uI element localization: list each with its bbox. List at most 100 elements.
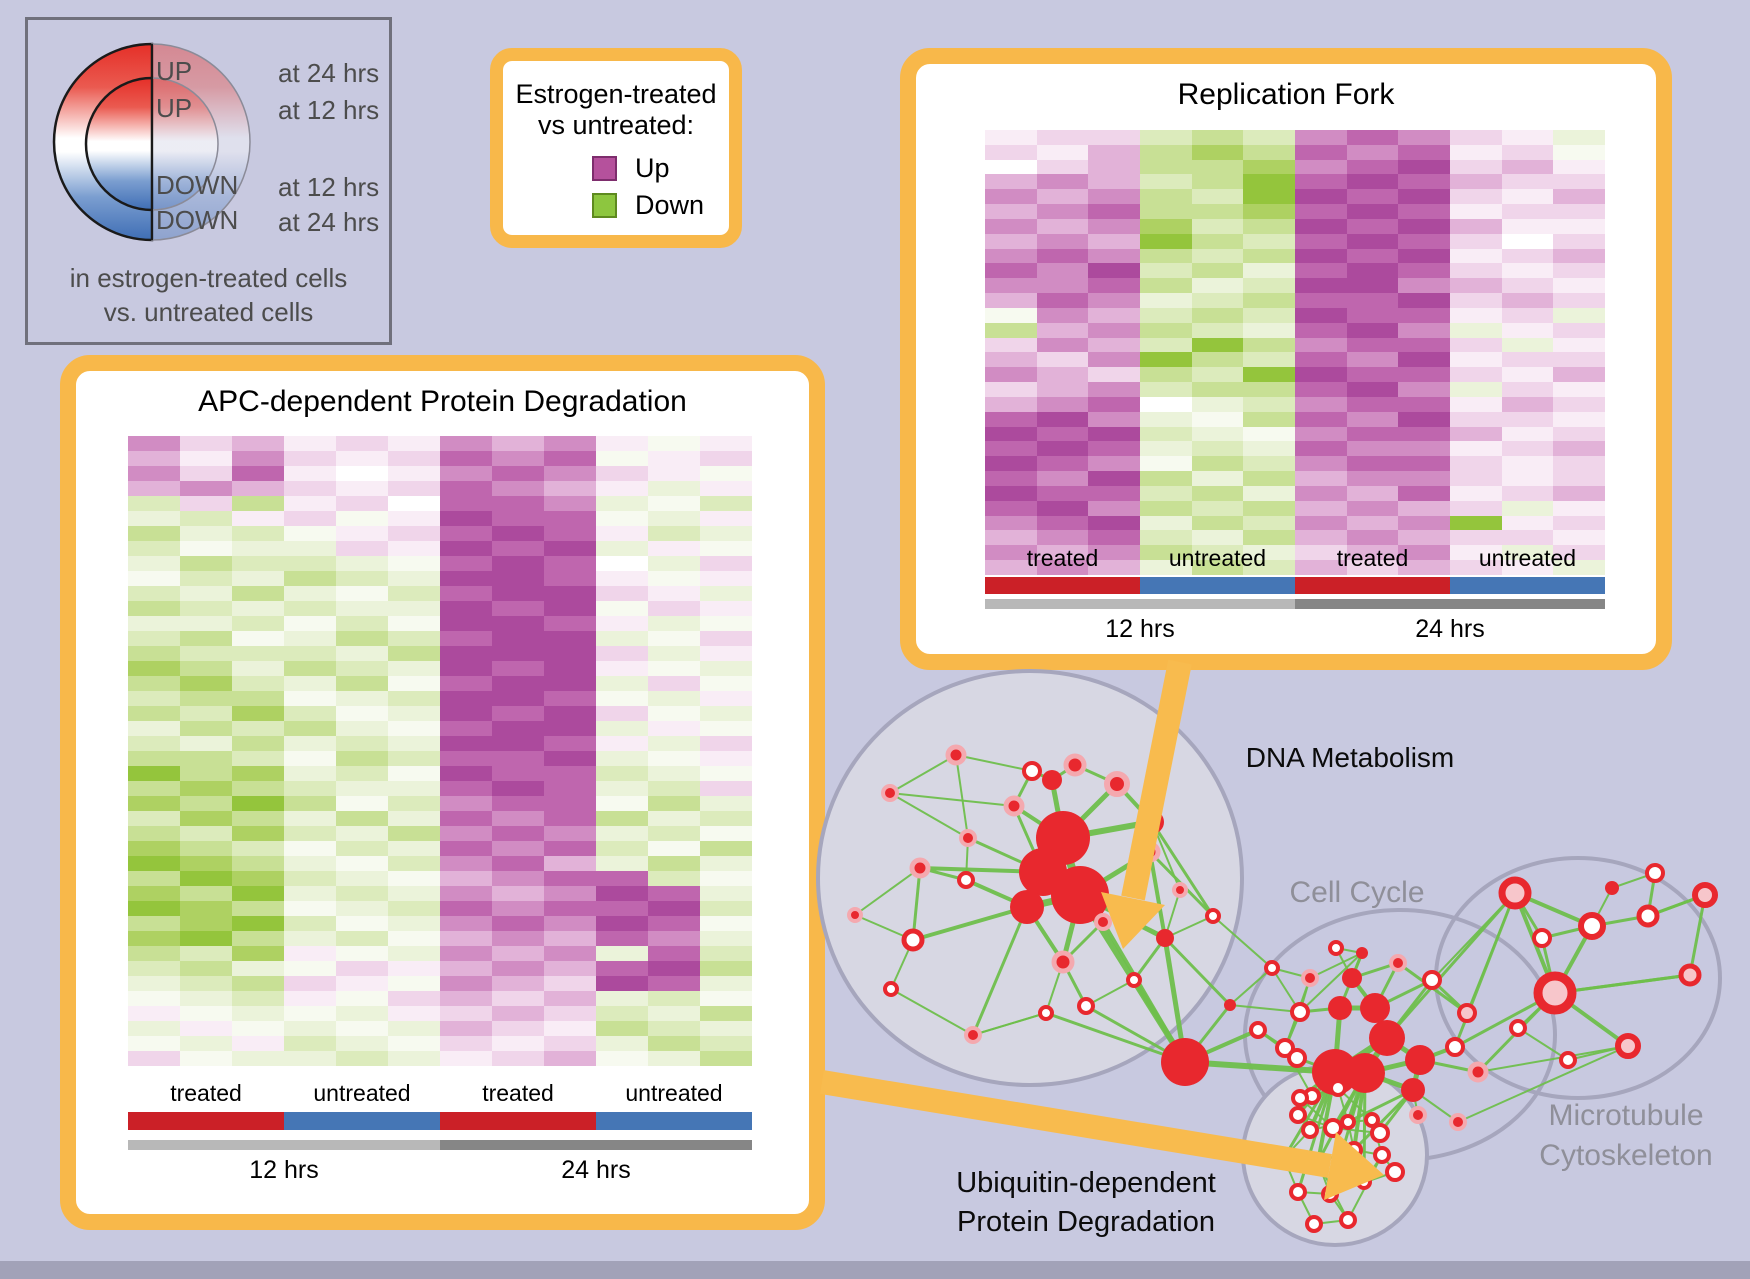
heatmap-row	[985, 263, 1606, 279]
heatmap-cell	[492, 901, 544, 916]
heatmap-cell	[1191, 515, 1244, 531]
heatmap-cell	[1191, 471, 1244, 486]
heatmap-cell	[1553, 293, 1606, 308]
heatmap-cell	[1398, 322, 1451, 338]
inner-circle-left-half	[84, 76, 154, 212]
heatmap-cell	[440, 976, 492, 991]
heatmap-row	[128, 451, 752, 466]
heatmap-cell	[985, 248, 1037, 264]
heatmap-cell	[1346, 233, 1399, 249]
heatmap-cell	[440, 451, 492, 466]
heatmap-cell	[284, 796, 336, 811]
heatmap-cell	[596, 646, 648, 661]
microtubule-label-line2: Cytoskeleton	[1539, 1139, 1713, 1172]
heatmap-cell	[1088, 530, 1141, 546]
heatmap-cell	[1295, 530, 1347, 546]
heatmap-cell	[648, 691, 700, 706]
heatmap-cell	[1346, 322, 1399, 338]
heatmap-cell	[544, 766, 596, 781]
network-node	[1301, 969, 1319, 987]
heatmap-cell	[1243, 263, 1296, 279]
network-edge	[1163, 936, 1232, 1007]
heatmap-cell	[336, 526, 388, 541]
heatmap-cell	[544, 901, 596, 916]
heatmap-cell	[232, 961, 284, 976]
heatmap-cell	[596, 511, 648, 526]
heatmap-cell	[648, 1021, 700, 1036]
heatmap-row	[128, 706, 752, 721]
heatmap-cell	[440, 961, 492, 976]
heatmap-cell	[1398, 500, 1451, 516]
heatmap-cell	[544, 646, 596, 661]
heatmap-cell	[1088, 411, 1141, 427]
heatmap-cell	[492, 691, 544, 706]
heatmap-cell	[985, 307, 1037, 323]
heatmap-cell	[1036, 204, 1089, 219]
heatmap-cell	[440, 646, 492, 661]
heatmap-cell	[1036, 263, 1089, 279]
heatmap-cell	[1553, 337, 1606, 353]
heatmap-row	[985, 530, 1606, 546]
network-node	[1161, 1038, 1209, 1086]
heatmap-cell	[1553, 174, 1606, 190]
heatmap-cell	[1191, 545, 1244, 561]
heatmap-cell	[1140, 159, 1192, 175]
heatmap-cell	[284, 481, 336, 496]
heatmap-cell	[1295, 411, 1347, 427]
heatmap-cell	[1346, 441, 1399, 457]
heatmap-cell	[596, 691, 648, 706]
heatmap-cell	[388, 796, 440, 811]
heatmap-cell	[284, 751, 336, 766]
heatmap-cell	[180, 766, 232, 781]
heatmap-cell	[232, 811, 284, 826]
heatmap-cell	[180, 631, 232, 646]
heatmap-cell	[284, 766, 336, 781]
heatmap-cell	[1450, 159, 1502, 175]
heatmap-cell	[336, 481, 388, 496]
heatmap-cell	[700, 511, 752, 526]
heatmap-row	[128, 751, 752, 766]
heatmap-cell	[1398, 307, 1451, 323]
heatmap-cell	[440, 541, 492, 556]
heatmap-cell	[336, 841, 388, 856]
heatmap-cell	[336, 616, 388, 631]
heatmap-cell	[648, 946, 700, 961]
rf-treated-24-label: treated	[1336, 545, 1409, 571]
network-node	[1249, 1021, 1267, 1039]
heatmap-row	[128, 871, 752, 886]
heatmap-cell	[1243, 456, 1296, 472]
heatmap-cell	[596, 571, 648, 586]
microtubule-cytoskeleton-label: Microtubule Cytoskeleton	[1490, 1096, 1750, 1176]
heatmap-cell	[985, 159, 1037, 175]
heatmap-cell	[648, 781, 700, 796]
circle-legend-footer-1: in estrogen-treated cells	[69, 263, 348, 293]
heatmap-cell	[596, 811, 648, 826]
heatmap-cell	[232, 556, 284, 571]
heatmap-cell	[284, 631, 336, 646]
heatmap-cell	[1036, 456, 1089, 472]
heatmap-cell	[1501, 159, 1554, 175]
heatmap-cell	[985, 426, 1037, 442]
estrogen-legend-title-2: vs untreated:	[537, 110, 695, 140]
heatmap-cell	[985, 367, 1037, 383]
heatmap-cell	[232, 481, 284, 496]
heatmap-cell	[1501, 485, 1554, 501]
heatmap-cell	[596, 901, 648, 916]
heatmap-cell	[985, 218, 1037, 234]
network-edge	[889, 754, 957, 794]
heatmap-cell	[128, 1021, 180, 1036]
heatmap-cell	[1553, 248, 1606, 264]
network-edge	[1477, 1045, 1629, 1073]
heatmap-cell	[1140, 545, 1192, 561]
heatmap-cell	[1346, 293, 1399, 308]
heatmap-cell	[1501, 382, 1554, 397]
heatmap-cell	[985, 293, 1037, 308]
heatmap-cell	[985, 441, 1037, 457]
heatmap-cell	[1398, 411, 1451, 427]
heatmap-cell	[232, 976, 284, 991]
heatmap-cell	[1295, 130, 1347, 145]
heatmap-cell	[1346, 248, 1399, 264]
heatmap-cell	[1140, 500, 1192, 516]
heatmap-cell	[544, 661, 596, 676]
heatmap-cell	[1346, 530, 1399, 546]
